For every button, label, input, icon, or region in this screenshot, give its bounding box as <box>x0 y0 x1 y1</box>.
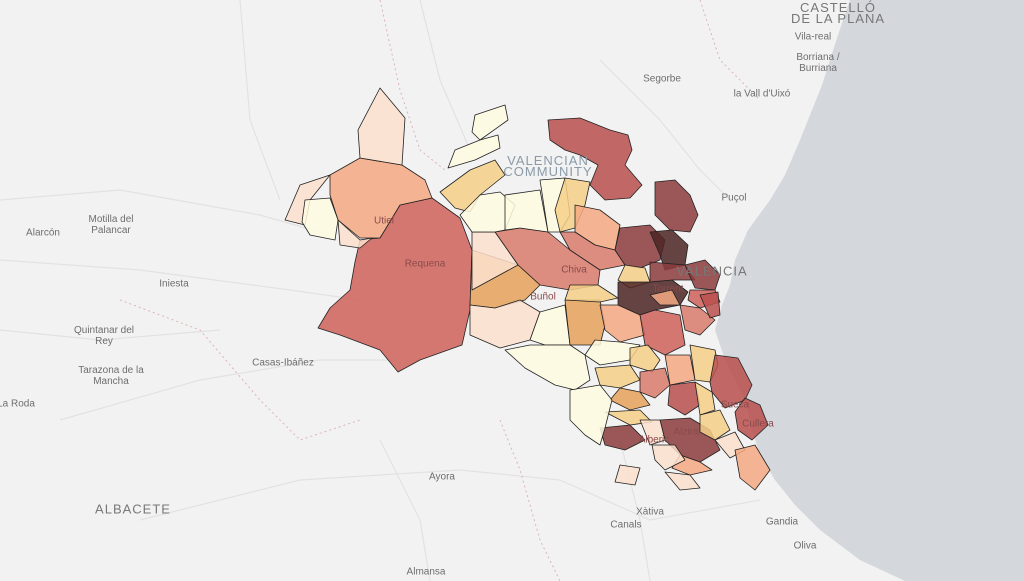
label-motilla: Motilla del Palancar <box>88 214 134 236</box>
municipality-n-strip1 <box>471 104 509 141</box>
municipality-sw2 <box>569 384 613 446</box>
municipality-a11 <box>664 471 701 491</box>
label-sueca: Sueca <box>720 399 750 411</box>
municipality-e5 <box>564 284 619 303</box>
label-xativa: Xàtiva <box>636 506 664 518</box>
label-vila-real: Vila-real <box>794 31 832 43</box>
label-torrent: Torrent <box>652 283 684 295</box>
label-alzira: Alzira <box>673 426 699 438</box>
municipality-t1 <box>649 261 696 283</box>
municipality-n-strip2 <box>447 134 501 169</box>
municipality-a8 <box>599 424 646 451</box>
municipality-utiel-w1 <box>301 197 339 241</box>
label-segorbe: Segorbe <box>643 73 681 85</box>
municipality-s2 <box>629 344 661 373</box>
label-burriana: Borriana / Burriana <box>796 52 840 74</box>
label-tarazona: Tarazona de la Mancha <box>78 365 144 387</box>
label-casas-ibanez: Casas-Ibáñez <box>252 357 314 369</box>
municipality-s6 <box>664 354 696 386</box>
label-iniesta: Iniesta <box>159 278 189 290</box>
municipality-v4 <box>649 289 681 306</box>
label-ayora: Ayora <box>429 471 455 483</box>
sea <box>715 0 1024 581</box>
municipality-sueca <box>709 354 753 409</box>
label-castello: CASTELLÓ DE LA PLANA <box>790 0 886 26</box>
municipality-ne3 <box>504 189 549 233</box>
label-roda: La Roda <box>0 398 35 410</box>
municipality-a5 <box>734 444 771 491</box>
municipality-camp-turia <box>654 179 699 233</box>
municipality-t3 <box>639 309 686 356</box>
label-almansa: Almansa <box>406 566 446 578</box>
municipality-s5 <box>609 387 651 411</box>
municipality-cullera <box>734 397 769 441</box>
municipality-north-1 <box>357 87 406 166</box>
label-requena: Requena <box>404 258 446 270</box>
municipality-v2 <box>679 304 716 336</box>
municipality-a10 <box>614 464 641 486</box>
label-alarcon: Alarcón <box>26 227 60 239</box>
label-pucol: Puçol <box>721 192 747 204</box>
road-lines <box>0 0 761 581</box>
municipality-ne1 <box>439 159 506 213</box>
label-bunol: Buñol <box>530 291 556 303</box>
municipality-a3 <box>699 409 731 441</box>
label-cullera: Cullera <box>742 418 774 430</box>
label-albacete: ALBACETE <box>95 501 171 517</box>
municipality-s4 <box>639 367 671 399</box>
label-quintanar: Quintanar del Rey <box>73 325 135 347</box>
municipality-requena <box>317 197 473 373</box>
label-gandia: Gandia <box>765 516 799 528</box>
label-valencia: VALENCIA <box>676 263 748 279</box>
municipality-utiel-w2 <box>337 219 373 249</box>
label-oliva: Oliva <box>793 540 817 552</box>
municipalities <box>284 87 771 491</box>
label-valencian-community: VALENCIAN COMMUNITY <box>503 153 593 179</box>
label-vall-uixo: la Vall d'Uixó <box>733 88 791 100</box>
municipality-sw1 <box>504 344 591 391</box>
label-utiel: Utiel <box>373 215 395 227</box>
municipality-valencia-city <box>684 259 721 291</box>
province-borders <box>119 0 761 581</box>
municipality-v3 <box>699 291 721 319</box>
municipality-a2 <box>694 381 716 416</box>
municipality-e4 <box>564 299 606 346</box>
municipality-s3 <box>594 364 641 389</box>
label-chiva: Chiva <box>561 264 587 276</box>
municipality-a12 <box>639 419 666 446</box>
municipality-a7 <box>651 444 686 471</box>
municipality-serra <box>547 117 643 201</box>
label-alberic: Alberic <box>638 434 670 446</box>
label-canals: Canals <box>610 519 642 531</box>
municipality-a1 <box>667 381 701 416</box>
